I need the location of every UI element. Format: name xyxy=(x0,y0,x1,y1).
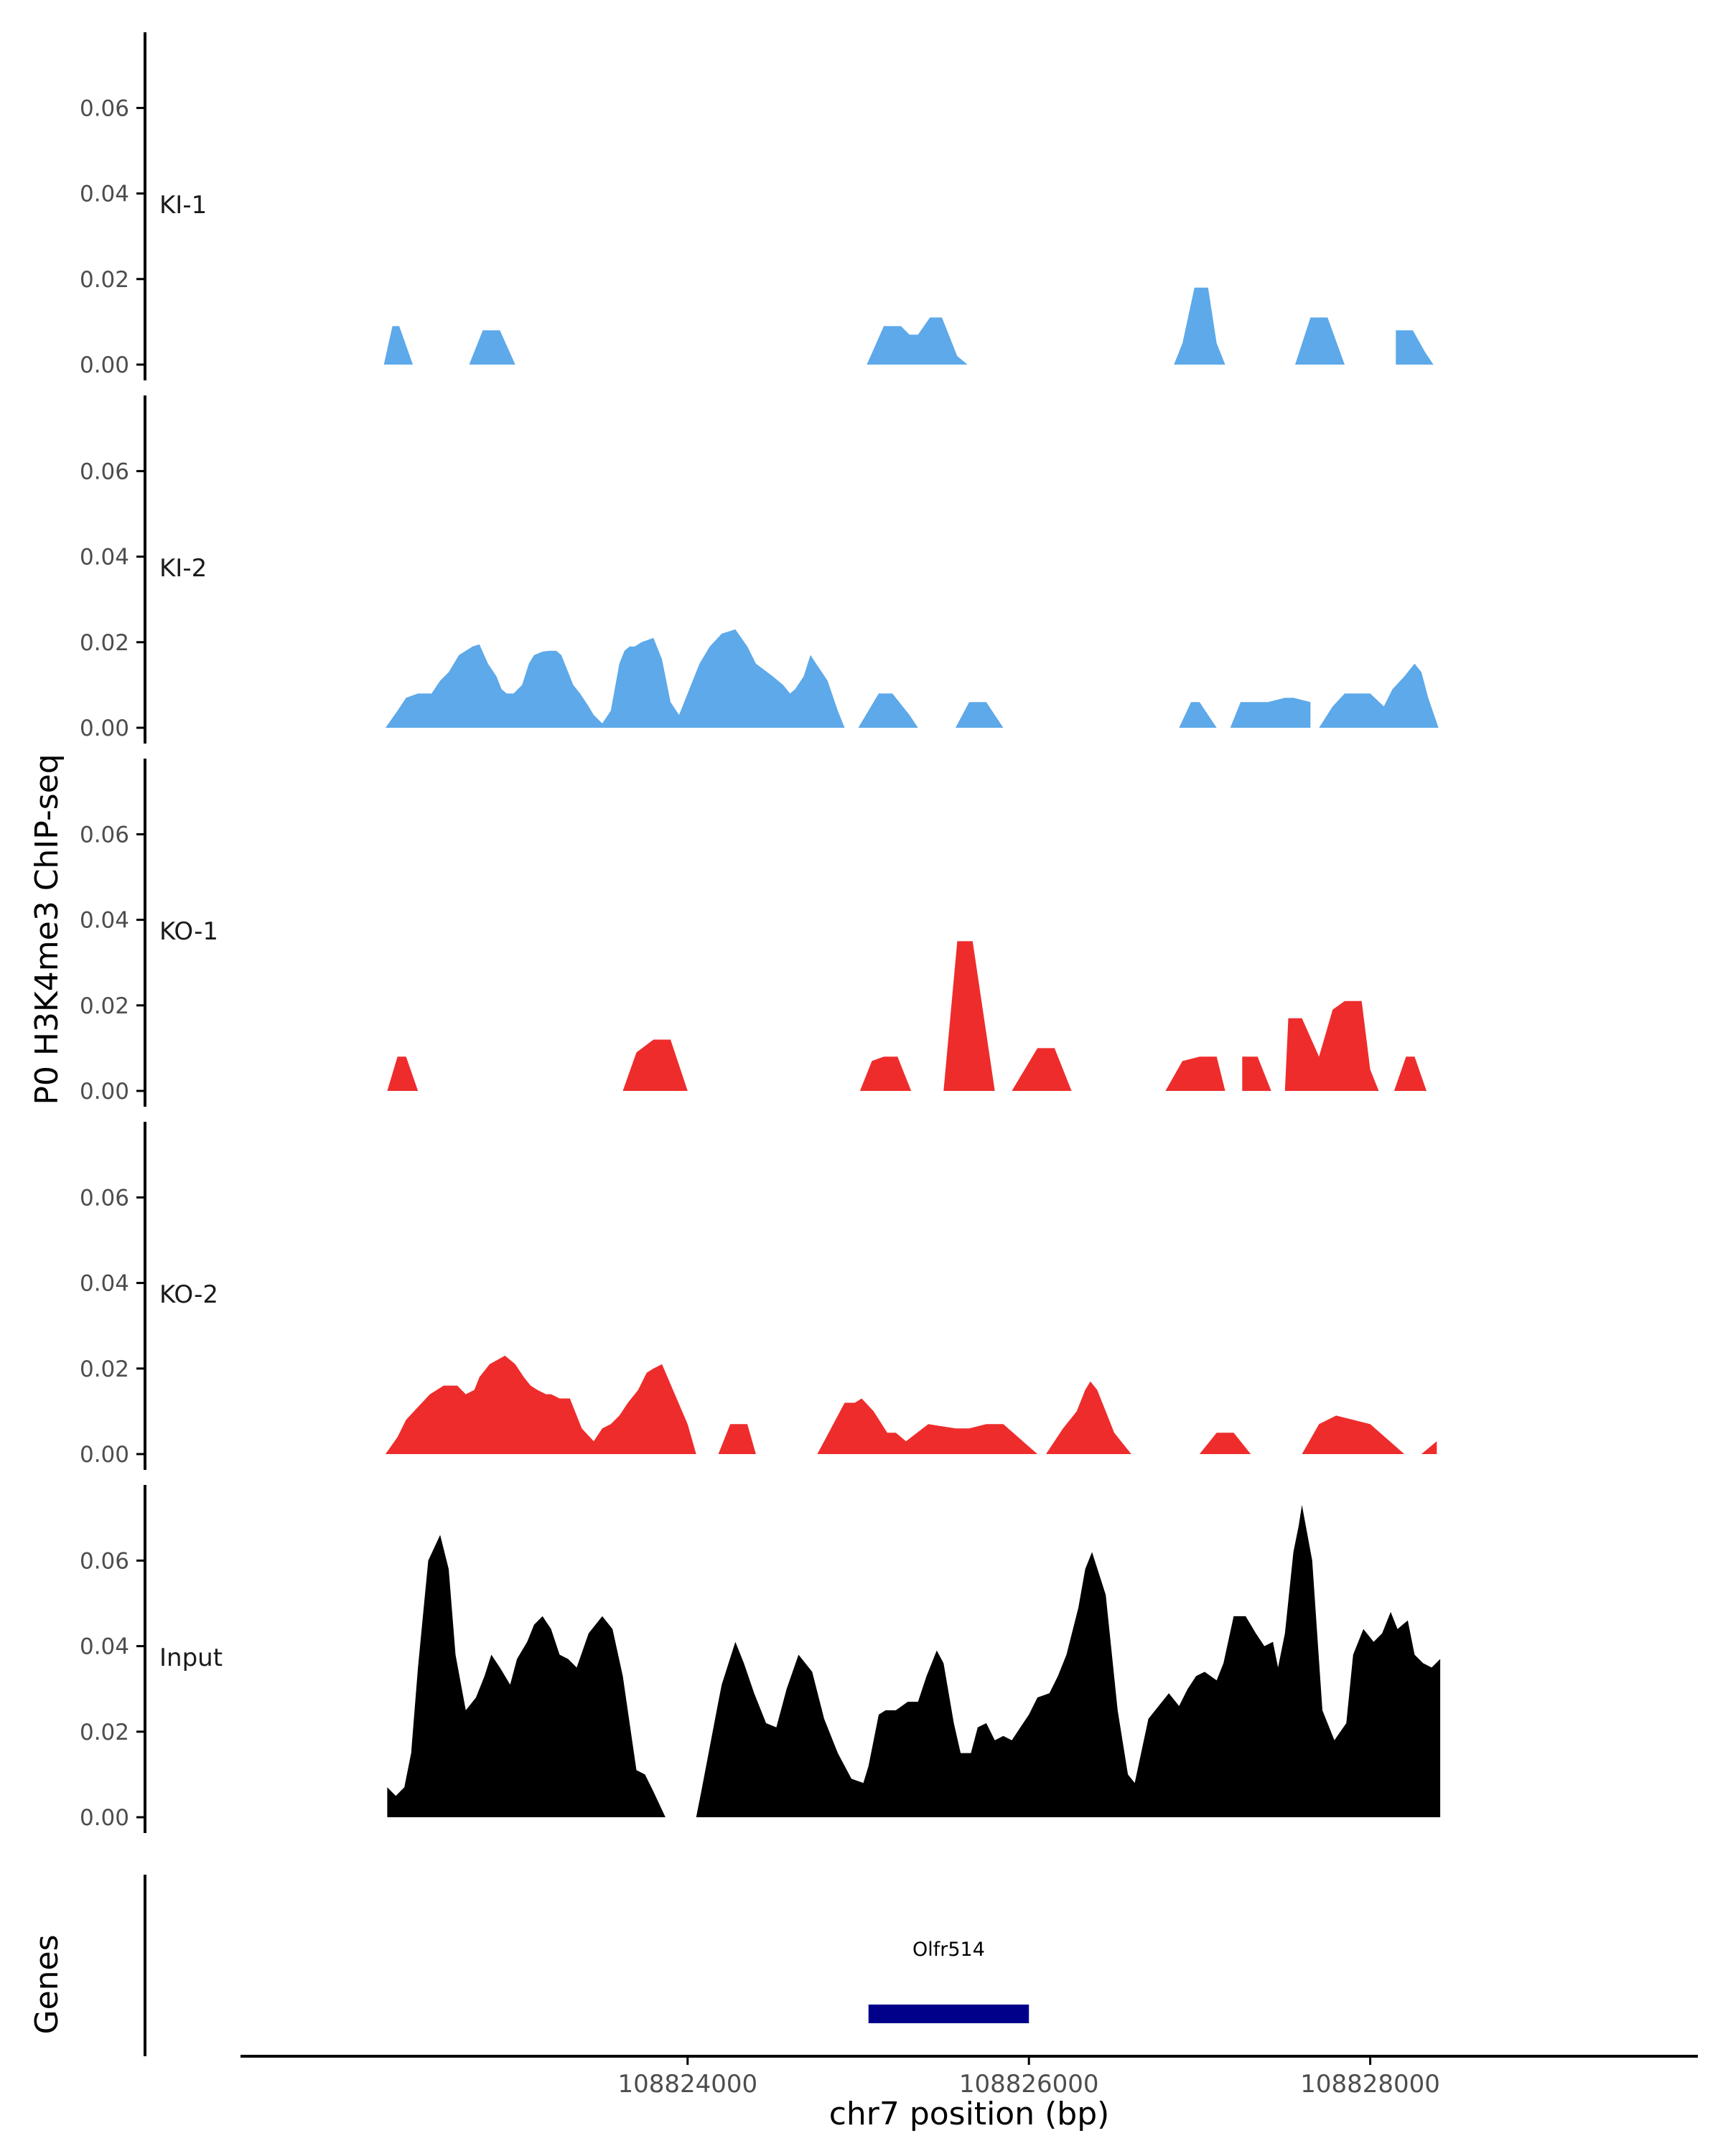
gene-bar-Olfr514 xyxy=(868,2005,1029,2023)
track-label-KI-1: KI-1 xyxy=(159,191,207,220)
y-tick-label: 0.02 xyxy=(80,1356,129,1382)
signal-area-KO-2 xyxy=(386,1355,696,1454)
track-label-KO-1: KO-1 xyxy=(159,917,218,946)
signal-area-KO-2 xyxy=(1302,1415,1405,1454)
y-tick-label: 0.06 xyxy=(80,1185,129,1211)
y-tick-label: 0.00 xyxy=(80,1079,129,1105)
gene-label-Olfr514: Olfr514 xyxy=(912,1939,985,1961)
y-tick-label: 0.02 xyxy=(80,1720,129,1745)
signal-area-KO-2 xyxy=(1199,1433,1251,1454)
y-tick-label: 0.04 xyxy=(80,545,129,571)
signal-area-KI-2 xyxy=(917,702,1004,728)
signal-area-KI-2 xyxy=(1319,663,1439,728)
signal-area-KI-2 xyxy=(1179,702,1217,728)
y-tick-label: 0.06 xyxy=(80,822,129,848)
signal-area-KI-2 xyxy=(1230,698,1311,728)
signal-area-KI-2 xyxy=(858,693,918,728)
y-tick-label: 0.02 xyxy=(80,267,129,293)
signal-area-KO-1 xyxy=(622,1039,688,1091)
signal-area-KO-1 xyxy=(1012,1048,1080,1091)
y-tick-label: 0.00 xyxy=(80,1805,129,1831)
y-tick-label: 0.04 xyxy=(80,1634,129,1660)
signal-area-KO-1 xyxy=(1284,1000,1379,1091)
y-tick-label: 0.00 xyxy=(80,716,129,741)
signal-area-KI-1 xyxy=(867,317,968,365)
signal-area-KO-1 xyxy=(943,941,995,1091)
track-label-KI-2: KI-2 xyxy=(159,554,207,583)
signal-area-KO-1 xyxy=(1393,1056,1441,1091)
signal-area-KO-1 xyxy=(1165,1056,1225,1091)
x-axis-title: chr7 position (bp) xyxy=(829,2096,1110,2132)
y-axis-title: P0 H3K4me3 ChIP-seq xyxy=(29,754,65,1105)
y-tick-label: 0.04 xyxy=(80,1271,129,1297)
signal-area-KO-1 xyxy=(1242,1056,1271,1091)
signal-area-Input xyxy=(696,1504,1441,1817)
signal-area-KO-1 xyxy=(859,1056,912,1091)
x-tick-label: 108824000 xyxy=(617,2070,757,2099)
y-tick-label: 0.04 xyxy=(80,182,129,207)
x-tick-label: 108828000 xyxy=(1300,2070,1440,2099)
signal-area-KI-1 xyxy=(383,326,515,365)
y-tick-label: 0.06 xyxy=(80,95,129,121)
y-tick-label: 0.00 xyxy=(80,352,129,378)
x-tick-label: 108826000 xyxy=(959,2070,1099,2099)
signal-area-KO-2 xyxy=(1421,1441,1437,1454)
y-tick-label: 0.06 xyxy=(80,1548,129,1574)
track-label-KO-2: KO-2 xyxy=(159,1280,218,1309)
signal-area-KI-1 xyxy=(1295,317,1381,365)
y-tick-label: 0.02 xyxy=(80,630,129,656)
track-label-Input: Input xyxy=(159,1644,223,1672)
genes-panel-label: Genes xyxy=(29,1934,65,2034)
signal-area-KI-1 xyxy=(1396,330,1434,365)
signal-area-KI-2 xyxy=(386,629,859,728)
signal-area-KO-2 xyxy=(1046,1381,1131,1454)
y-tick-label: 0.00 xyxy=(80,1442,129,1468)
y-tick-label: 0.04 xyxy=(80,908,129,934)
y-tick-label: 0.02 xyxy=(80,993,129,1019)
signal-area-KO-2 xyxy=(718,1424,756,1454)
signal-area-Input xyxy=(387,1534,679,1817)
signal-area-KO-2 xyxy=(817,1398,1038,1454)
signal-area-KO-1 xyxy=(387,1056,419,1091)
y-tick-label: 0.06 xyxy=(80,459,129,484)
signal-area-KI-1 xyxy=(1174,287,1225,365)
